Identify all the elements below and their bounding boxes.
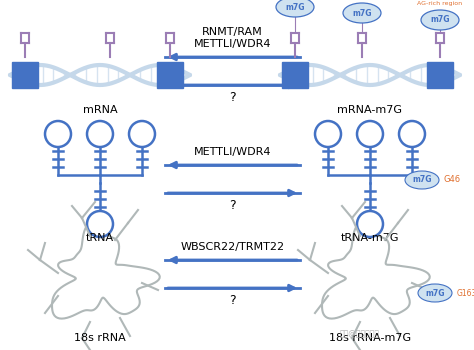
Text: AG-rich region: AG-rich region (418, 1, 463, 6)
Text: RNMT/RAM: RNMT/RAM (202, 27, 263, 37)
Ellipse shape (315, 121, 341, 147)
Ellipse shape (357, 121, 383, 147)
FancyBboxPatch shape (282, 62, 308, 88)
Ellipse shape (45, 121, 71, 147)
Text: METTLI/WDR4: METTLI/WDR4 (194, 39, 271, 49)
Text: ?: ? (229, 294, 236, 307)
Ellipse shape (418, 284, 452, 302)
Ellipse shape (276, 0, 314, 17)
Text: m7G: m7G (425, 288, 445, 298)
Ellipse shape (343, 3, 381, 23)
Text: m7G: m7G (352, 8, 372, 18)
Text: 18s rRNA: 18s rRNA (74, 333, 126, 343)
Text: mRNA: mRNA (82, 105, 117, 115)
Polygon shape (52, 223, 160, 318)
Text: tRNA-m7G: tRNA-m7G (341, 233, 399, 243)
Polygon shape (322, 223, 430, 318)
Text: m7G: m7G (430, 15, 450, 24)
Ellipse shape (399, 121, 425, 147)
FancyBboxPatch shape (12, 62, 38, 88)
Text: m7G: m7G (285, 2, 305, 12)
Ellipse shape (421, 10, 459, 30)
Ellipse shape (87, 211, 113, 237)
Text: 18s rRNA-m7G: 18s rRNA-m7G (329, 333, 411, 343)
Ellipse shape (357, 211, 383, 237)
Text: WBSCR22/TRMT22: WBSCR22/TRMT22 (181, 242, 284, 252)
Text: ?: ? (229, 199, 236, 212)
Ellipse shape (87, 121, 113, 147)
FancyBboxPatch shape (157, 62, 183, 88)
Ellipse shape (129, 121, 155, 147)
Text: G1639: G1639 (457, 288, 474, 298)
Text: tRNA: tRNA (86, 233, 114, 243)
FancyBboxPatch shape (427, 62, 453, 88)
Text: METTLI/WDR4: METTLI/WDR4 (194, 147, 271, 157)
Ellipse shape (405, 171, 439, 189)
Text: mRNA-m7G: mRNA-m7G (337, 105, 402, 115)
Text: m7G: m7G (412, 175, 432, 184)
Text: 知乎@易基因科技: 知乎@易基因科技 (340, 329, 380, 338)
Text: G46: G46 (444, 175, 461, 184)
Text: ?: ? (229, 91, 236, 104)
